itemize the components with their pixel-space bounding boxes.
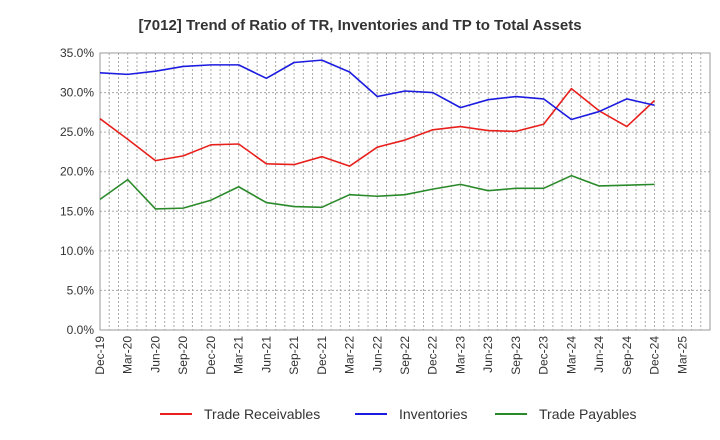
y-tick-label: 5.0% [67,283,95,297]
x-tick-label: Jun-24 [592,336,606,373]
x-tick-label: Dec-22 [426,336,440,375]
legend: Trade Receivables Inventories Trade Payabl… [160,406,637,422]
x-tick-label: Dec-23 [537,336,551,375]
legend-label: Trade Payables [539,406,637,422]
y-tick-label: 35.0% [60,46,94,60]
x-tick-label: Dec-19 [93,336,107,375]
y-tick-label: 25.0% [60,125,94,139]
series-line-trade-payables [99,174,655,210]
y-tick-label: 20.0% [60,165,94,179]
series-line-inventories [99,59,655,121]
x-tick-label: Mar-24 [564,336,578,374]
series-lines [99,59,656,210]
legend-label: Trade Receivables [204,406,320,422]
x-tick-label: Mar-21 [232,336,246,374]
x-tick-label: Dec-20 [204,336,218,375]
x-tick-label: Sep-21 [287,336,301,375]
y-tick-label: 15.0% [60,204,94,218]
x-tick-label: Jun-20 [148,336,162,373]
x-tick-label: Sep-22 [398,336,412,375]
x-tick-label: Dec-21 [315,336,329,375]
x-axis-ticks: Dec-19 Mar-20 Jun-20 Sep-20 Dec-20 Mar-21 Jun-… [93,336,689,375]
series-line-trade-receivables [99,87,656,167]
y-tick-label: 0.0% [67,323,95,337]
x-tick-label: Sep-20 [176,336,190,375]
x-tick-label: Jun-21 [259,336,273,373]
x-tick-label: Mar-23 [453,336,467,374]
x-tick-label: Sep-24 [620,336,634,375]
x-tick-label: Sep-23 [509,336,523,375]
x-tick-label: Mar-20 [121,336,135,374]
y-tick-label: 30.0% [60,86,94,100]
x-tick-label: Mar-22 [343,336,357,374]
plot-frame [99,52,711,331]
y-axis-ticks: 0.0% 5.0% 10.0% 15.0% 20.0% 25.0% 30.0% 35.0% [60,46,94,337]
grid [99,52,710,331]
chart-title: [7012] Trend of Ratio of TR, Inventories… [138,17,581,34]
legend-label: Inventories [399,406,467,422]
x-tick-label: Jun-22 [370,336,384,373]
x-tick-label: Jun-23 [481,336,495,373]
y-tick-label: 10.0% [60,244,94,258]
x-tick-label: Mar-25 [675,336,689,374]
x-tick-label: Dec-24 [648,336,662,375]
